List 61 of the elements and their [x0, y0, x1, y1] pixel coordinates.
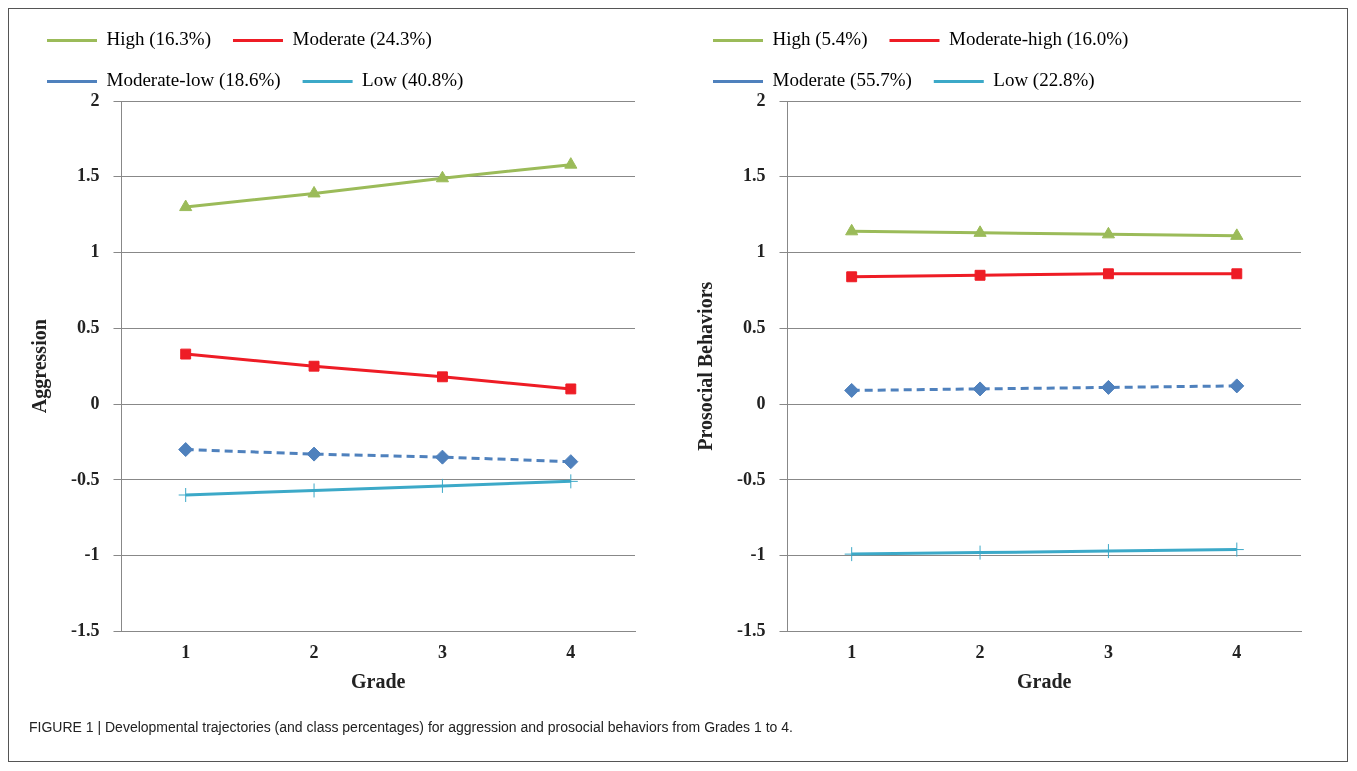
- legend-label: High (5.4%): [772, 28, 868, 51]
- legend-label: Moderate-high (16.0%): [948, 28, 1129, 51]
- point: [179, 199, 193, 212]
- point: [180, 348, 192, 360]
- y-tick-label: 1: [90, 241, 100, 262]
- point: [1231, 268, 1243, 280]
- y-tick-label: 2: [90, 89, 100, 110]
- point: [1100, 379, 1116, 395]
- x-tick-label: 1: [181, 641, 191, 662]
- point: [1230, 228, 1244, 240]
- point: [563, 454, 579, 470]
- point: [178, 442, 194, 458]
- y-tick-label: 0.5: [76, 316, 100, 337]
- point: [974, 269, 986, 281]
- y-tick-label: 0: [756, 392, 766, 413]
- legend-label: Moderate (55.7%): [772, 69, 912, 92]
- y-tick-label: -1: [750, 544, 766, 565]
- x-tick-label: 4: [1232, 641, 1242, 662]
- y-tick-label: -0.5: [736, 468, 766, 489]
- point: [1102, 268, 1114, 280]
- y-tick-label: 0.5: [742, 316, 766, 337]
- x-axis-title: Grade: [1017, 670, 1072, 693]
- point: [436, 371, 448, 383]
- point: [1229, 378, 1245, 394]
- x-tick-label: 1: [847, 641, 857, 662]
- point: [844, 382, 860, 398]
- y-tick-label: -1.5: [736, 620, 766, 641]
- point: [846, 271, 858, 283]
- x-tick-label: 3: [437, 641, 447, 662]
- x-tick-label: 2: [309, 641, 319, 662]
- y-tick-label: 2: [756, 89, 766, 110]
- caption: FIGURE 1 | Developmental trajectories (and class percentages) for aggression and prosocial behaviors from Grades 1 to 4.: [28, 718, 794, 737]
- point: [973, 225, 987, 237]
- point: [1101, 226, 1115, 239]
- point: [972, 381, 988, 397]
- x-tick-label: 3: [1103, 641, 1113, 662]
- legend-label: High (16.3%): [106, 28, 211, 51]
- y-tick-label: 0: [90, 392, 100, 413]
- y-tick-label: -0.5: [70, 468, 100, 489]
- legend-label: Low (40.8%): [362, 69, 464, 92]
- x-axis-title: Grade: [351, 670, 406, 693]
- y-axis-title: Prosocial Behaviors: [694, 281, 717, 451]
- point: [845, 223, 859, 236]
- x-tick-label: 4: [566, 641, 576, 662]
- legend-label: Moderate (24.3%): [292, 28, 432, 51]
- y-tick-label: 1.5: [742, 165, 766, 186]
- point: [435, 170, 449, 183]
- y-tick-label: 1.5: [76, 165, 100, 186]
- point: [306, 446, 322, 462]
- point: [434, 449, 450, 465]
- y-tick-label: -1.5: [70, 620, 100, 641]
- y-tick-label: -1: [84, 544, 100, 565]
- y-tick-label: 1: [756, 241, 766, 262]
- point: [565, 383, 577, 395]
- x-tick-label: 2: [975, 641, 985, 662]
- point: [307, 185, 321, 198]
- legend-label: Moderate-low (18.6%): [106, 69, 281, 92]
- legend-label: Low (22.8%): [993, 69, 1095, 92]
- point: [308, 360, 320, 372]
- point: [564, 157, 578, 169]
- y-axis-title: Aggression: [28, 319, 52, 414]
